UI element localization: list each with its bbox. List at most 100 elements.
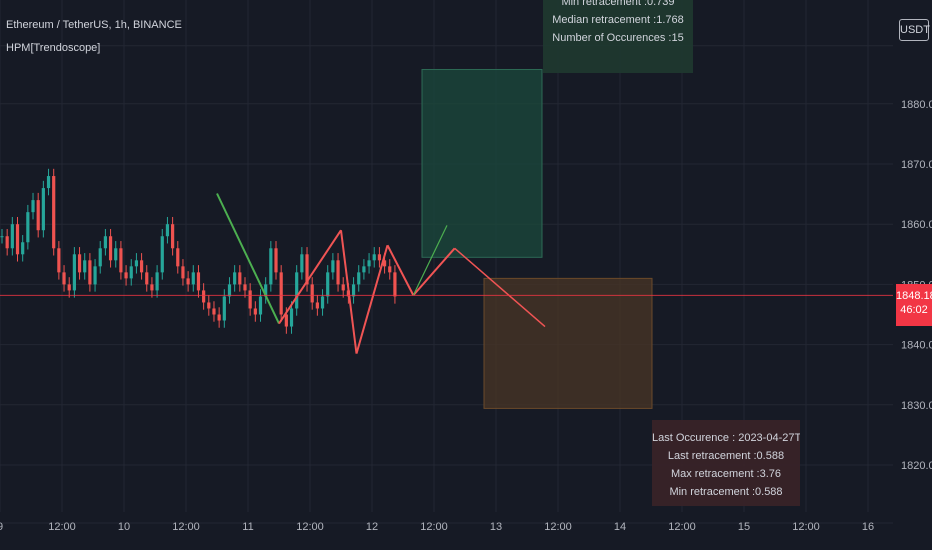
x-tick-label: 12:00 xyxy=(792,521,820,533)
candle-body xyxy=(134,260,139,267)
candle-body xyxy=(238,272,242,285)
candle-body xyxy=(253,308,257,315)
candle-body xyxy=(150,284,154,291)
candle-body xyxy=(372,254,376,261)
candle-body xyxy=(119,248,123,273)
y-tick-label: 1860.00 xyxy=(901,219,932,231)
candle-body xyxy=(279,272,283,315)
bar-countdown: 46:02 xyxy=(900,304,928,316)
candle-body xyxy=(217,314,221,321)
stat-min-retracement: Min retracement :0.739 xyxy=(561,0,675,8)
candle-body xyxy=(5,236,9,249)
stat-min-retracement-lower: Min retracement :0.588 xyxy=(669,486,783,498)
lower-stats-box: Last Occurence : 2023-04-27T18:00:00+000… xyxy=(652,420,800,506)
zigzag-segment xyxy=(340,230,358,354)
candle-body xyxy=(83,260,87,273)
candle-body xyxy=(367,260,371,267)
candle-body xyxy=(227,284,232,297)
y-tick-label: 1840.00 xyxy=(901,340,932,352)
x-tick-label: 12 xyxy=(366,521,378,533)
zigzag-segment xyxy=(355,244,389,354)
currency-button[interactable]: USDT xyxy=(899,19,930,41)
candle-body xyxy=(62,272,66,285)
candle-body xyxy=(176,248,180,267)
candle-body xyxy=(124,272,128,279)
candle-body xyxy=(103,236,107,249)
candle-body xyxy=(336,260,340,285)
indicator-title[interactable]: HPM[Trendoscope] xyxy=(6,42,101,54)
x-tick-label: 13 xyxy=(490,521,502,533)
symbol-title: Ethereum / TetherUS, 1h, BINANCE xyxy=(6,19,182,31)
lower-stats-bg xyxy=(652,420,800,506)
candle-body xyxy=(310,284,314,303)
x-tick-label: 12:00 xyxy=(296,521,324,533)
stat-occurrences: Number of Occurences :15 xyxy=(552,32,684,44)
zigzag-segment xyxy=(216,193,280,324)
candle-body xyxy=(88,260,92,285)
candle-body xyxy=(362,266,366,273)
last-price-value: 1848.18 xyxy=(896,290,932,302)
candle-body xyxy=(393,272,397,297)
candle-body xyxy=(233,272,237,285)
candle-body xyxy=(202,290,206,303)
candle-body xyxy=(57,248,61,273)
candle-body xyxy=(21,242,25,255)
candle-body xyxy=(0,236,4,238)
candle-body xyxy=(26,212,30,243)
candle-body xyxy=(129,266,133,279)
y-tick-label: 1820.00 xyxy=(901,460,932,472)
y-tick-label: 1880.00 xyxy=(901,99,932,111)
x-tick-label: 15 xyxy=(738,521,750,533)
upper-stats-box: Min retracement :0.739 Median retracemen… xyxy=(543,0,693,73)
candle-body xyxy=(145,272,149,285)
candle-body xyxy=(315,302,319,309)
candle-body xyxy=(295,272,299,309)
candle-body xyxy=(191,272,195,285)
candle-body xyxy=(139,260,144,273)
x-tick-label: 14 xyxy=(614,521,626,533)
stat-last-retracement: Last retracement :0.588 xyxy=(667,450,785,462)
candle-body xyxy=(222,296,226,321)
target-down-box xyxy=(483,277,653,409)
candle-body xyxy=(41,188,45,231)
candle-body xyxy=(305,254,309,285)
candle-body xyxy=(171,224,175,249)
candle-body xyxy=(258,296,263,315)
candle-body xyxy=(320,296,325,309)
candle-body xyxy=(98,248,102,267)
candle-body xyxy=(93,266,97,285)
candle-body xyxy=(165,224,170,237)
x-tick-label: 16 xyxy=(862,521,874,533)
candle-body xyxy=(52,176,56,249)
candle-body xyxy=(341,284,345,291)
candle-body xyxy=(331,260,335,273)
candle-body xyxy=(114,248,118,261)
target-up-box xyxy=(421,68,543,258)
upper-stats-bg xyxy=(543,0,693,73)
x-tick-label: 12:00 xyxy=(172,521,200,533)
candle-body xyxy=(300,254,304,273)
last-price-tag: 1848.18 46:02 xyxy=(896,284,932,326)
stat-median-retracement: Median retracement :1.768 xyxy=(552,14,684,26)
candle-body xyxy=(46,176,51,189)
candle-body xyxy=(72,254,76,291)
candle-body xyxy=(351,284,356,297)
x-tick-label: 12:00 xyxy=(544,521,572,533)
candle-body xyxy=(10,224,14,249)
candle-body xyxy=(248,290,252,309)
x-tick-label: 12:00 xyxy=(668,521,696,533)
candle-body xyxy=(155,272,159,291)
candle-body xyxy=(36,200,40,231)
projection-up xyxy=(412,225,448,296)
candle-body xyxy=(377,254,382,261)
candle-body xyxy=(108,236,113,261)
x-tick-label: 11 xyxy=(242,521,253,533)
zigzag-segment xyxy=(278,229,342,325)
candle-body xyxy=(269,248,273,285)
x-tick-label: 9 xyxy=(0,521,3,533)
candle-body xyxy=(243,284,247,291)
y-tick-label: 1830.00 xyxy=(901,400,932,412)
candle-body xyxy=(289,308,294,327)
candle-body xyxy=(31,200,35,213)
